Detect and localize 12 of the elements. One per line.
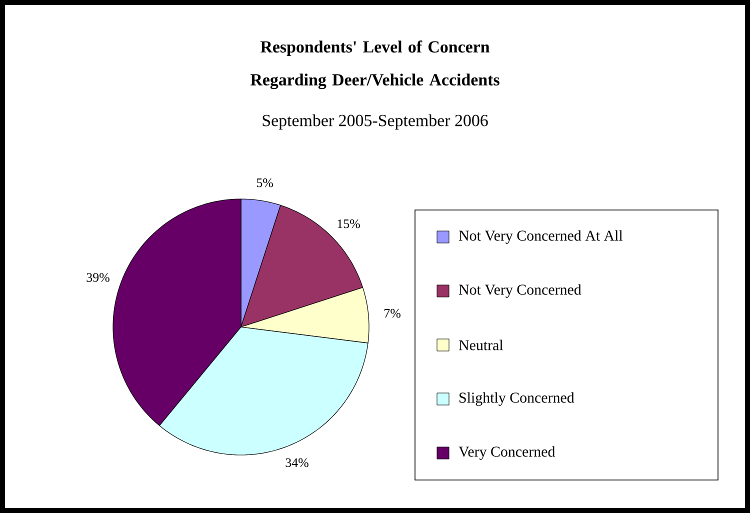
legend-label: Not Very Concerned bbox=[458, 284, 582, 298]
legend-label: Not Very Concerned At All bbox=[458, 230, 623, 244]
legend-label: Neutral bbox=[458, 340, 504, 350]
data-label: 34% bbox=[286, 458, 308, 468]
data-label: 7% bbox=[384, 308, 400, 318]
chart-title: Respondents' Level of Concern Regarding Deer/Vehicle Accidents bbox=[250, 40, 500, 90]
legend-label: Slightly Concerned bbox=[460, 392, 574, 406]
data-label: 39% bbox=[86, 273, 110, 282]
data-label: 15% bbox=[338, 219, 360, 228]
legend-label: Very Concerned bbox=[458, 446, 556, 460]
chart-subtitle: September 2005-September 2006 bbox=[262, 114, 488, 130]
data-label: 5% bbox=[256, 178, 273, 188]
